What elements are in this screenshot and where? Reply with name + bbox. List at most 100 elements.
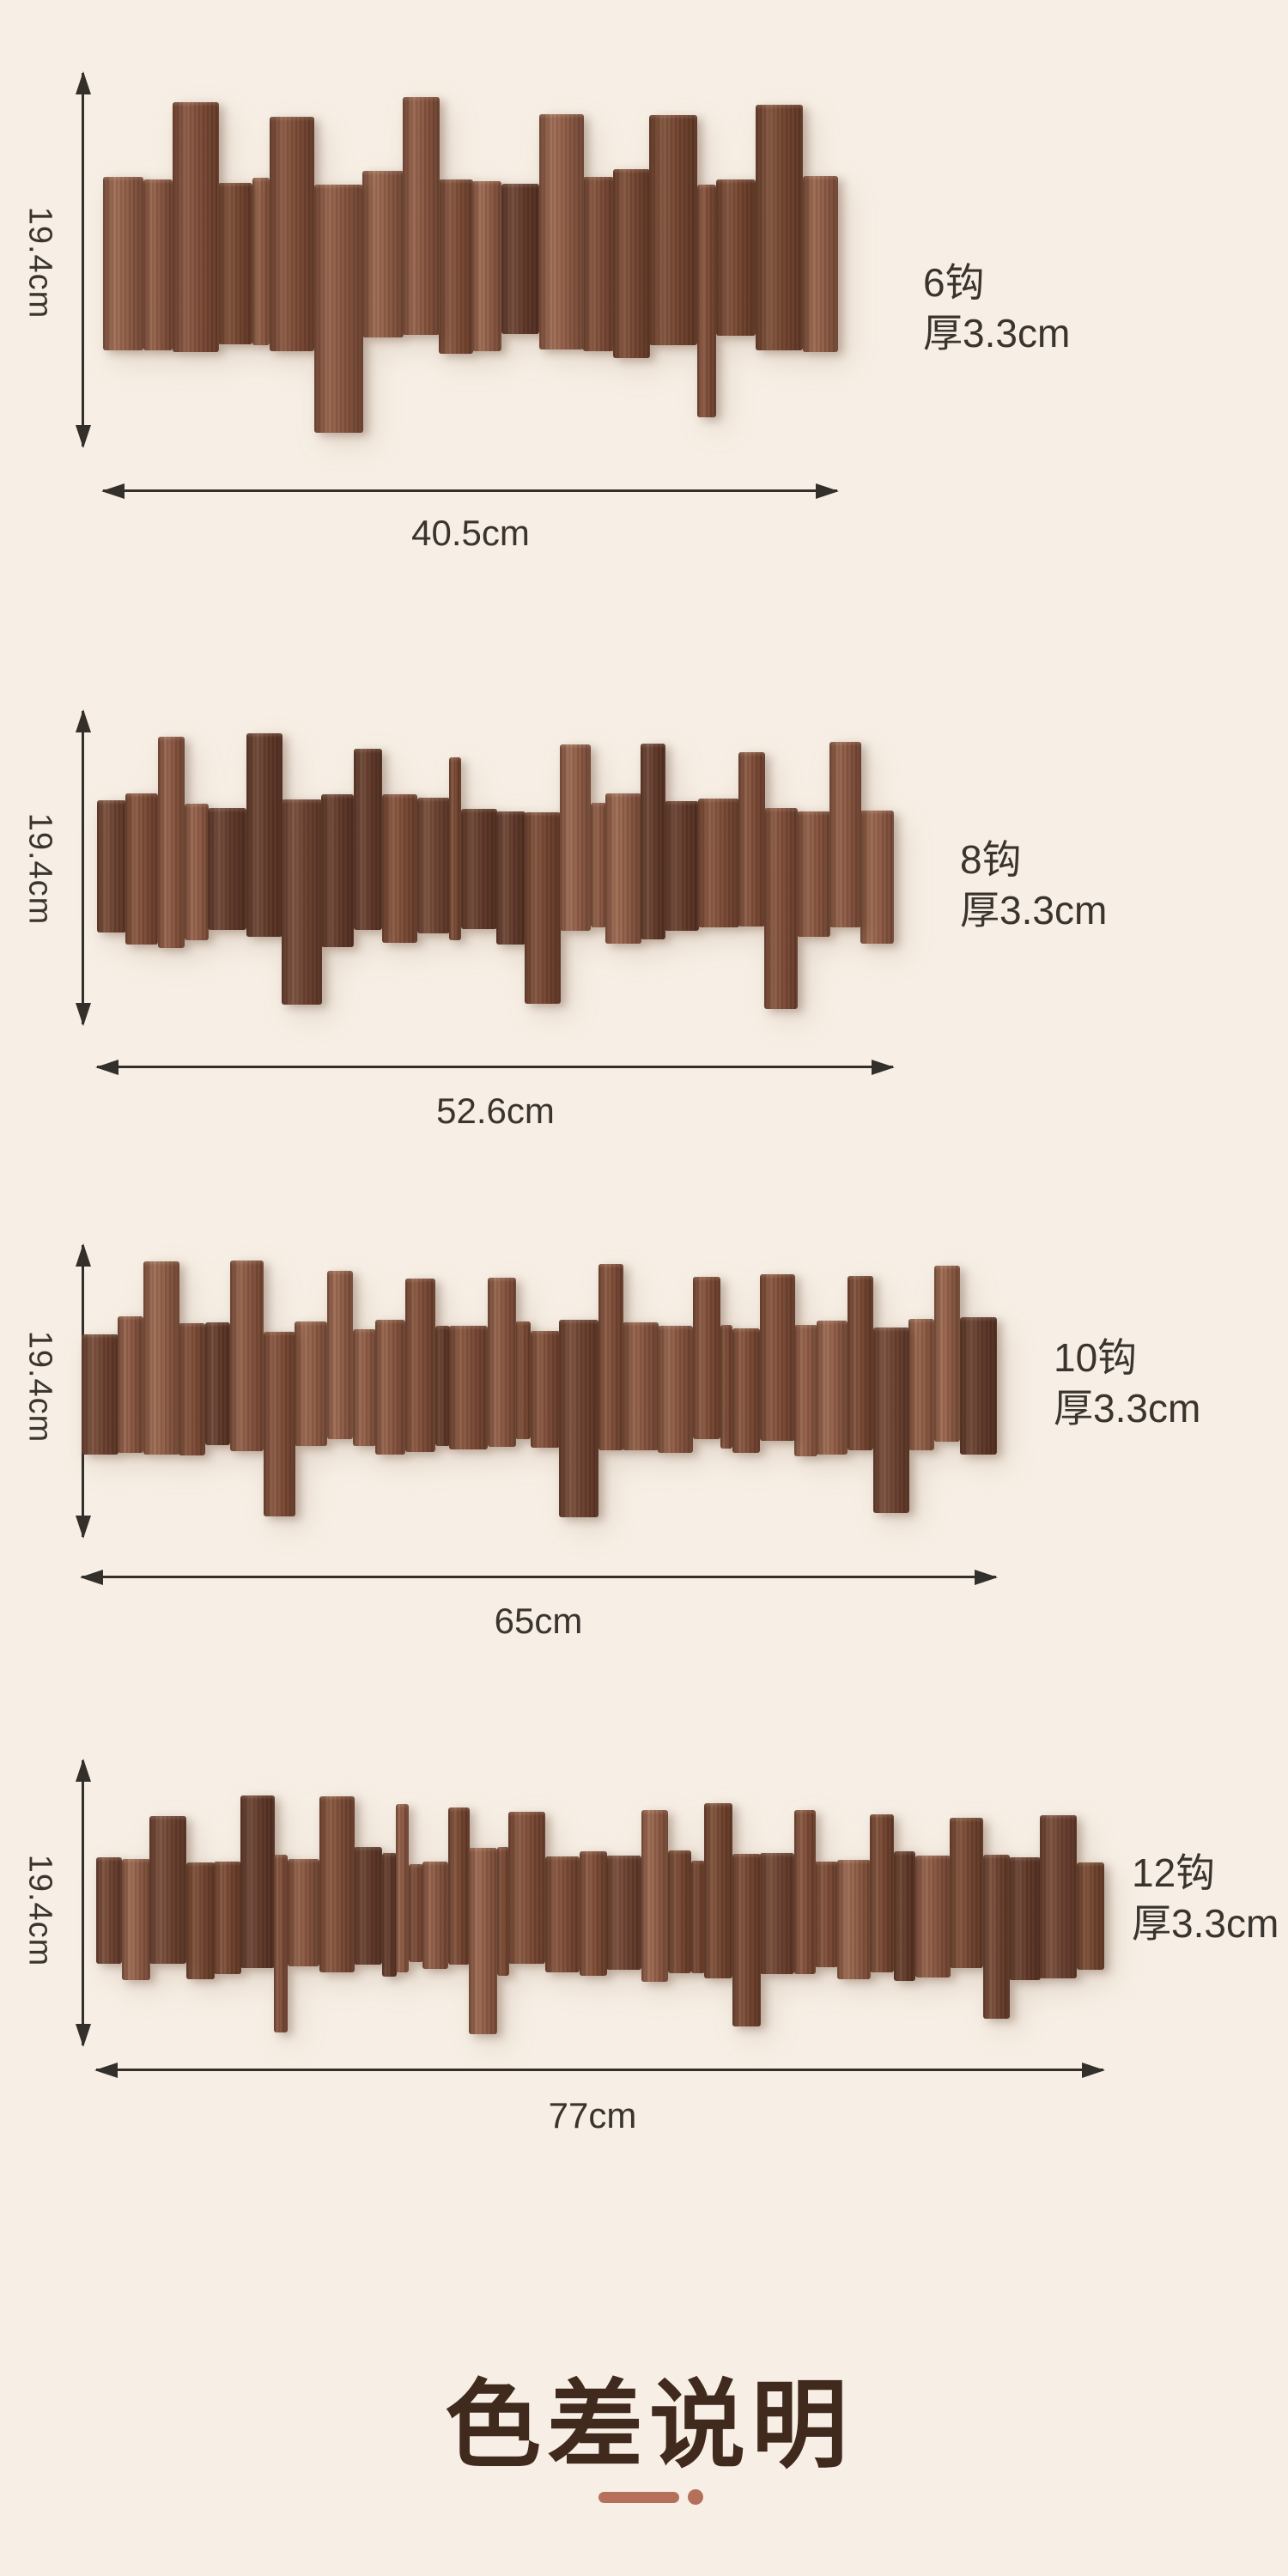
wood-slat: [172, 102, 219, 353]
wood-slat: [449, 1326, 489, 1450]
wood-slat: [755, 105, 804, 350]
wood-slat: [263, 1332, 295, 1516]
wood-slat: [157, 736, 185, 948]
wood-slat: [229, 1260, 264, 1452]
wood-slat: [416, 797, 450, 934]
wood-slat: [375, 1320, 406, 1455]
width-dimension-label: 52.6cm: [436, 1091, 555, 1131]
wood-slat: [240, 1795, 275, 1968]
wood-slat: [185, 1862, 215, 1980]
wood-slat: [447, 1807, 470, 1965]
variant-info: 12钩 厚3.3cm: [1132, 1848, 1279, 1949]
wood-slat: [696, 185, 717, 417]
wood-slat: [403, 96, 440, 336]
wood-slat: [649, 115, 698, 346]
variant-info: 8钩 厚3.3cm: [960, 835, 1107, 936]
wood-slat: [204, 1321, 231, 1446]
wood-slat: [434, 1325, 450, 1447]
wood-slat: [641, 743, 665, 940]
wood-slat: [214, 1861, 241, 1975]
wood-slat: [125, 793, 159, 945]
wood-slat: [538, 113, 584, 349]
wood-slat: [560, 744, 592, 931]
wood-slat: [732, 1327, 760, 1454]
wood-slat: [760, 1853, 795, 1974]
wood-slat: [908, 1318, 935, 1450]
wood-slat: [860, 810, 894, 945]
wood-slat: [422, 1862, 449, 1970]
width-dimension-label: 40.5cm: [411, 513, 530, 553]
wood-slat: [579, 1851, 607, 1977]
wood-slat: [449, 756, 462, 940]
wood-slat: [143, 179, 173, 351]
wood-slat: [837, 1860, 871, 1979]
wood-slat: [793, 1809, 816, 1975]
wood-slat: [352, 1328, 377, 1446]
width-dimension-arrow: [97, 1066, 893, 1068]
wood-slat: [313, 185, 364, 434]
wood-slat: [664, 800, 699, 931]
wood-slat: [815, 1862, 838, 1967]
thickness-label: 厚3.3cm: [923, 310, 1071, 355]
wood-slat: [282, 799, 322, 1005]
wood-slat: [641, 1810, 669, 1983]
wood-slat: [82, 1334, 118, 1455]
wood-slat: [396, 1804, 410, 1972]
wood-slat: [1040, 1814, 1078, 1979]
wood-slat: [495, 811, 526, 945]
wood-slat: [121, 1858, 150, 1981]
wood-slat: [950, 1817, 984, 1968]
wood-slat: [613, 168, 650, 358]
variant-info: 10钩 厚3.3cm: [1054, 1333, 1200, 1434]
height-dimension-label: 19.4cm: [21, 206, 58, 319]
wood-slat: [667, 1850, 692, 1974]
wood-slat: [933, 1265, 961, 1442]
wood-slat: [469, 1848, 498, 2034]
wood-slat: [525, 811, 561, 1004]
thickness-label: 厚3.3cm: [1054, 1385, 1201, 1431]
height-dimension-arrow: [82, 73, 84, 447]
wood-slat: [1076, 1862, 1104, 1970]
wood-slat: [764, 807, 798, 1009]
wood-slat: [530, 1330, 560, 1449]
wood-slat: [759, 1273, 795, 1442]
title-accent-bar: [598, 2492, 679, 2503]
wood-slat: [797, 811, 830, 937]
wood-slat: [715, 179, 756, 337]
wood-slat: [118, 1316, 144, 1453]
wood-slat: [319, 1795, 355, 1972]
wood-slat: [487, 1278, 516, 1447]
wood-slat: [698, 798, 739, 927]
wood-slat: [658, 1325, 694, 1453]
wood-slat: [184, 803, 209, 941]
wood-slat: [1009, 1857, 1041, 1980]
wood-slat: [623, 1321, 659, 1451]
wood-slat: [472, 181, 502, 352]
wood-slat: [439, 179, 473, 355]
wood-slat: [295, 1321, 328, 1446]
wood-slat: [583, 176, 614, 351]
width-dimension-arrow: [96, 2069, 1103, 2071]
wood-slat: [829, 742, 861, 928]
width-dimension-label: 65cm: [494, 1601, 583, 1641]
wood-slat: [97, 799, 126, 933]
height-dimension-label: 19.4cm: [21, 1330, 58, 1443]
wood-slat: [149, 1815, 187, 1964]
wood-slat: [508, 1811, 546, 1964]
wood-slat: [738, 751, 765, 927]
wood-slat: [96, 1856, 123, 1964]
wood-slat: [354, 1847, 383, 1965]
thickness-label: 厚3.3cm: [1132, 1900, 1279, 1946]
wood-slat: [959, 1317, 997, 1455]
wood-slat: [606, 1855, 642, 1970]
wood-slat: [817, 1321, 848, 1455]
wood-slat: [514, 1321, 532, 1440]
width-dimension-arrow: [103, 489, 837, 492]
wood-slat: [559, 1319, 599, 1517]
variant-info: 6钩 厚3.3cm: [923, 258, 1070, 359]
wood-slat: [269, 117, 315, 351]
wood-slat: [692, 1277, 721, 1440]
wood-hook-rack-image: [97, 663, 894, 1075]
hook-count-label: 12钩: [1132, 1850, 1216, 1895]
wood-slat: [590, 802, 606, 928]
